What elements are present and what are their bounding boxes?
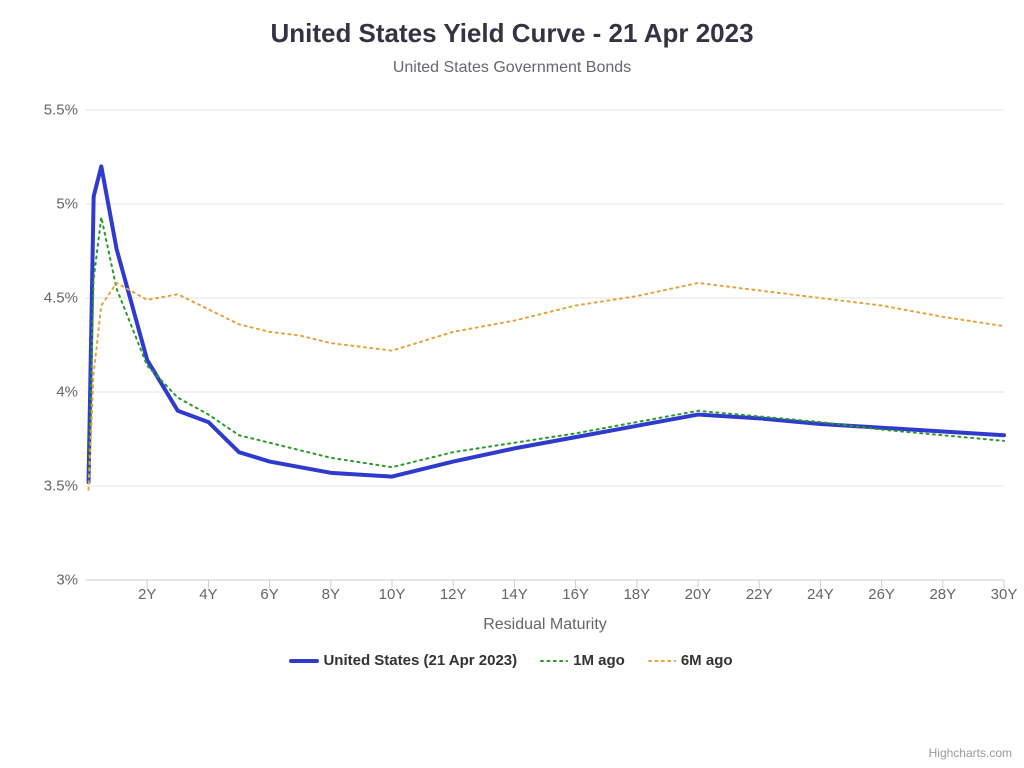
legend-label: 6M ago [681, 652, 733, 669]
series-line[interactable] [89, 166, 1004, 482]
legend-swatch [541, 654, 567, 668]
y-tick-label: 5% [56, 196, 78, 213]
legend-swatch [291, 654, 317, 668]
x-tick-label: 16Y [562, 586, 589, 603]
chart-subtitle: United States Government Bonds [0, 49, 1024, 77]
credits-link[interactable]: Highcharts.com [929, 746, 1012, 760]
x-tick-label: 26Y [868, 586, 895, 603]
chart-title: United States Yield Curve - 21 Apr 2023 [0, 0, 1024, 49]
x-tick-label: 10Y [379, 586, 406, 603]
x-tick-label: 6Y [260, 586, 278, 603]
y-tick-label: 5.5% [44, 102, 78, 119]
y-tick-label: 4% [56, 384, 78, 401]
y-tick-label: 3% [56, 572, 78, 589]
x-tick-label: 14Y [501, 586, 528, 603]
x-tick-label: 22Y [746, 586, 773, 603]
y-tick-label: 3.5% [44, 478, 78, 495]
legend: United States (21 Apr 2023) 1M ago 6M ago [0, 652, 1024, 669]
legend-label: 1M ago [573, 652, 625, 669]
x-tick-label: 24Y [807, 586, 834, 603]
x-tick-label: 28Y [929, 586, 956, 603]
legend-item[interactable]: 1M ago [541, 652, 625, 669]
x-axis-title: Residual Maturity [483, 616, 607, 634]
plot-svg [86, 110, 1004, 580]
x-tick-label: 12Y [440, 586, 467, 603]
x-tick-label: 30Y [991, 586, 1018, 603]
series-line[interactable] [89, 283, 1004, 490]
y-tick-label: 4.5% [44, 290, 78, 307]
legend-label: United States (21 Apr 2023) [323, 652, 517, 669]
x-tick-label: 4Y [199, 586, 217, 603]
chart-container: United States Yield Curve - 21 Apr 2023 … [0, 0, 1024, 768]
x-tick-label: 2Y [138, 586, 156, 603]
x-tick-label: 18Y [623, 586, 650, 603]
legend-item[interactable]: United States (21 Apr 2023) [291, 652, 517, 669]
legend-item[interactable]: 6M ago [649, 652, 733, 669]
plot-area[interactable]: 3%3.5%4%4.5%5%5.5% 2Y4Y6Y8Y10Y12Y14Y16Y1… [86, 110, 1004, 580]
legend-swatch [649, 654, 675, 668]
x-tick-label: 20Y [685, 586, 712, 603]
x-tick-label: 8Y [322, 586, 340, 603]
